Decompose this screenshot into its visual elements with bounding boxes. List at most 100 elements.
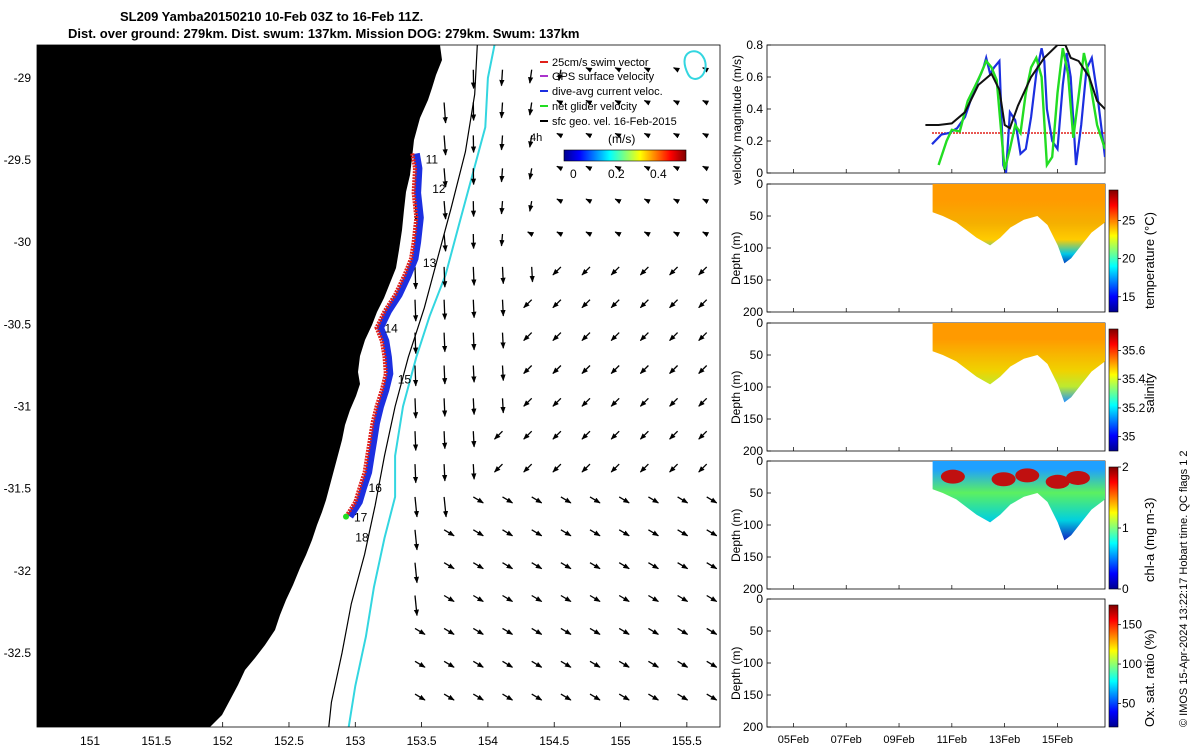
legend-net-glider: net glider velocity	[552, 101, 637, 113]
depth-tick-label: 50	[750, 624, 764, 638]
imos-credit: © IMOS 15-Apr-2024 13:22:17 Hobart time.…	[1178, 450, 1190, 727]
track-day-label: 18	[355, 530, 369, 544]
time-x-ticks: 05Feb 07Feb 09Feb 11Feb 13Feb 15Feb	[778, 169, 1073, 746]
time-tick-label: 13Feb	[989, 734, 1020, 746]
depth-tick-label: 200	[743, 720, 763, 734]
depth-tick-label: 200	[743, 305, 763, 319]
track-day-label: 13	[423, 256, 437, 270]
map-y-tick-label: -29.5	[4, 153, 32, 167]
depth-axis-label: Depth (m)	[729, 371, 743, 424]
colorbar-tick-label: 35.2	[1122, 401, 1146, 415]
depth-tick-label: 0	[756, 592, 763, 606]
colorbar-tick-label: 25	[1122, 214, 1136, 228]
velocity-ylabel: velocity magnitude (m/s)	[730, 55, 744, 185]
salinity-section: 0 50 100 150 200 Depth (m) 35 35.2 35.4 35.6	[729, 316, 1146, 458]
map-y-tick-label: -32	[14, 564, 32, 578]
track-day-label: 17	[354, 511, 368, 525]
map-x-tick-label: 153	[345, 734, 365, 748]
map-colorbar-tick: 0.2	[608, 167, 625, 181]
colorbar-tick-label: 35	[1122, 430, 1136, 444]
colorbar-tick-label: 35.6	[1122, 344, 1146, 358]
map-y-tick-label: -29	[14, 71, 32, 85]
map-x-tick-label: 154	[478, 734, 498, 748]
colorbar-tick-label: 2	[1122, 460, 1129, 474]
colorbar-tick-label: 50	[1122, 696, 1136, 710]
map-x-tick-label: 155	[611, 734, 631, 748]
depth-tick-label: 50	[750, 348, 764, 362]
velocity-series-line	[925, 45, 1105, 130]
colorbar-tick-label: 35.4	[1122, 372, 1146, 386]
chl-maximum-patch	[1015, 468, 1040, 483]
depth-tick-label: 100	[743, 241, 763, 255]
legend-sfc-geo: sfc geo. vel. 16-Feb-2015	[552, 116, 677, 128]
depth-tick-label: 150	[743, 688, 763, 702]
depth-axis-label: Depth (m)	[729, 647, 743, 700]
depth-tick-label: 150	[743, 412, 763, 426]
velocity-y-tick-label: 0.2	[746, 134, 763, 148]
map-colorbar	[563, 149, 687, 162]
depth-tick-label: 100	[743, 518, 763, 532]
legend-gps: GPS surface velocity	[552, 71, 655, 83]
map-x-tick-label: 151.5	[141, 734, 171, 748]
depth-tick-label: 200	[743, 582, 763, 596]
map-y-tick-label: -30	[14, 235, 32, 249]
chl-maximum-patch	[1065, 470, 1090, 485]
map-x-tick-label: 154.5	[539, 734, 569, 748]
colorbar-tick-label: 15	[1122, 290, 1136, 304]
colorbar-tick-label: 0	[1122, 582, 1129, 596]
depth-tick-label: 100	[743, 656, 763, 670]
depth-tick-label: 150	[743, 550, 763, 564]
map-y-tick-label: -31	[14, 400, 32, 414]
figure-title-line2: Dist. over ground: 279km. Dist. swum: 13…	[68, 26, 580, 41]
depth-axis-label: Depth (m)	[729, 509, 743, 562]
velocity-series-line	[937, 47, 1105, 171]
track-day-label: 12	[432, 182, 446, 196]
map-y-tick-label: -31.5	[4, 482, 32, 496]
map-colorbar-tick: 0	[570, 167, 577, 181]
chl-colorbar-label: chl-a (mg m-3)	[1142, 497, 1157, 582]
map-x-tick-label: 152.5	[274, 734, 304, 748]
velocity-y-tick-label: 0.6	[746, 70, 763, 84]
section-field	[932, 323, 1105, 403]
track-end-marker	[343, 513, 350, 520]
velocity-y-ticks: 0 0.2 0.4 0.6 0.8	[746, 38, 771, 180]
colorbar-tick-label: 100	[1122, 657, 1142, 671]
chl-maximum-patch	[940, 469, 965, 484]
map-colorbar-label: (m/s)	[608, 132, 635, 146]
map-y-tick-label: -32.5	[4, 646, 32, 660]
map-x-tick-label: 153.5	[407, 734, 437, 748]
depth-tick-label: 200	[743, 444, 763, 458]
velocity-y-tick-label: 0.4	[746, 102, 763, 116]
section-colorbar	[1108, 189, 1119, 313]
time-tick-label: 11Feb	[937, 734, 967, 746]
map-x-tick-label: 155.5	[672, 734, 702, 748]
chl-maximum-patch	[991, 472, 1016, 487]
isobath-1000m	[347, 45, 496, 727]
velocity-panel: 0 0.2 0.4 0.6 0.8 velocity magnitude (m/s)	[730, 38, 1106, 185]
depth-tick-label: 0	[756, 316, 763, 330]
velocity-y-tick-label: 0	[756, 166, 763, 180]
glider-track: 11 12 13 14 15 16 17 18	[343, 152, 446, 544]
section-colorbar	[1108, 328, 1119, 452]
section-colorbar	[1108, 604, 1119, 728]
map-x-ticks: 151 151.5 152 152.5 153 153.5 154 154.5 155 155.5	[80, 722, 702, 748]
depth-tick-label: 50	[750, 486, 764, 500]
depth-tick-label: 150	[743, 273, 763, 287]
map-x-tick-label: 152	[213, 734, 233, 748]
depth-tick-label: 50	[750, 209, 764, 223]
depth-axis-label: Depth (m)	[729, 232, 743, 285]
colorbar-tick-label: 150	[1122, 618, 1142, 632]
time-tick-label: 05Feb	[778, 734, 809, 746]
cyan-eddy-contour	[683, 50, 707, 80]
section-colorbar	[1108, 466, 1119, 590]
velocity-series	[925, 45, 1105, 173]
temperature-section: 0 50 100 150 200 Depth (m) 15 20 25	[729, 177, 1136, 319]
temperature-colorbar-label: temperature (°C)	[1142, 212, 1157, 309]
chl-maximum-patch	[1045, 474, 1070, 489]
velocity-y-tick-label: 0.8	[746, 38, 763, 52]
map-y-ticks: -29 -29.5 -30 -30.5 -31 -31.5 -32 -32.5	[4, 71, 42, 660]
isobath-200m	[328, 45, 478, 727]
colorbar-tick-label: 1	[1122, 521, 1129, 535]
